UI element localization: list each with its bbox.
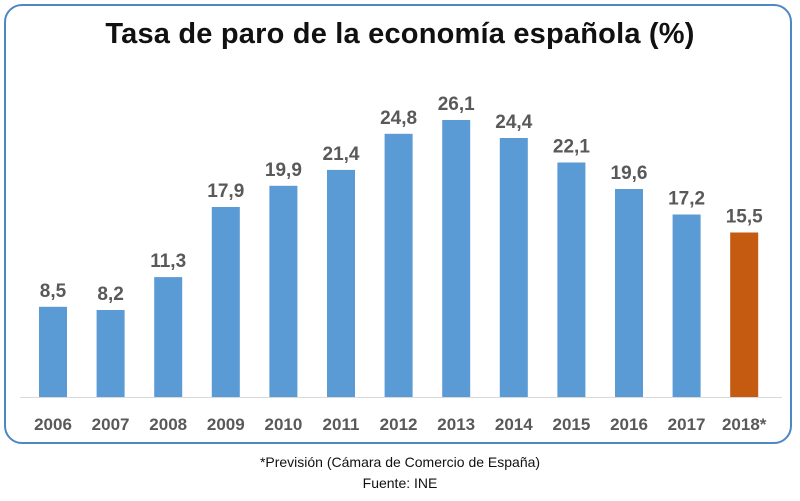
bar-2018* [730,232,759,397]
bar-2012 [384,133,413,398]
bar-2015 [557,162,586,397]
bar-2016 [615,189,643,397]
data-label-2008: 11,3 [150,251,186,272]
data-label-2018*: 15,5 [726,207,763,228]
footnote: *Previsión (Cámara de Comercio de España… [259,454,541,470]
bar-2014 [499,138,528,397]
data-label-2016: 19,6 [611,163,648,184]
bar-2007 [96,310,125,397]
x-tick-2010: 2010 [264,415,302,434]
data-label-2007: 8,2 [97,284,123,305]
data-label-2015: 22,1 [553,137,590,158]
data-label-2010: 19,9 [265,160,302,181]
chart-title: Tasa de paro de la economía española (%) [105,18,695,50]
x-tick-2013: 2013 [437,415,475,434]
x-tick-2012: 2012 [380,415,418,434]
bar-2011 [327,169,355,397]
x-tick-2014: 2014 [495,415,533,434]
data-label-2011: 21,4 [323,144,360,165]
data-label-2006: 8,5 [40,281,67,302]
source-note: Fuente: INE [362,475,438,491]
bar-2017 [672,214,701,397]
data-label-2012: 24,8 [380,108,417,129]
x-tick-2018*: 2018* [722,415,767,434]
bar-2009 [211,207,240,397]
x-tick-2011: 2011 [323,415,360,434]
data-label-2009: 17,9 [207,181,244,202]
x-tick-2017: 2017 [668,415,706,434]
bar-2006 [39,306,67,397]
data-label-2013: 26,1 [438,94,475,115]
x-tick-2009: 2009 [207,415,245,434]
bar-2010 [269,185,298,397]
x-tick-2008: 2008 [149,415,187,434]
x-tick-2006: 2006 [34,415,72,434]
data-label-2017: 17,2 [668,189,705,210]
bar-2013 [442,120,471,397]
x-tick-2007: 2007 [92,415,130,434]
x-tick-2016: 2016 [610,415,648,434]
bar-2008 [154,277,183,397]
data-label-2014: 24,4 [495,112,532,133]
x-tick-2015: 2015 [552,415,590,434]
